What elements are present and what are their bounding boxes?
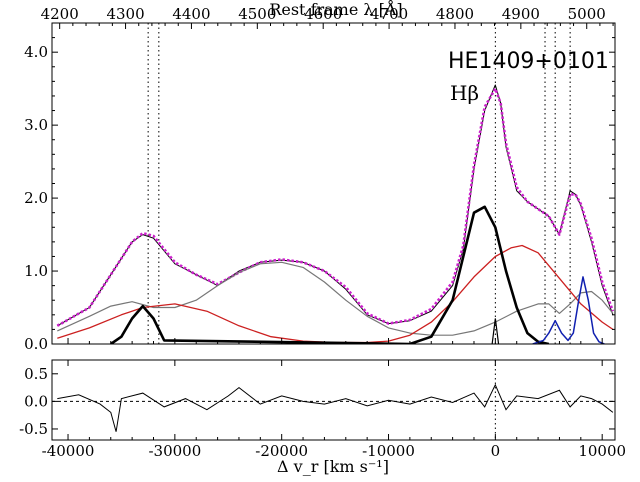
top-tick-label: 4900 (502, 5, 540, 23)
top-axis-title: Rest frame λ [Å] (269, 0, 402, 19)
top-tick-label: 4400 (172, 5, 210, 23)
top-tick-label: 4500 (238, 5, 276, 23)
x-tick-label: 10000 (578, 442, 626, 460)
y-tick-label: 1.0 (24, 262, 48, 280)
y-tick-label: 0.0 (24, 335, 48, 353)
main-panel: 0.0 1.0 2.0 3.0 4.0 4200 4300 4400 4500 4600 4700 4… (24, 5, 616, 353)
y-tick-label: 3.0 (24, 116, 48, 134)
top-tick-label: 4600 (304, 5, 342, 23)
x-tick-label: -20000 (255, 442, 308, 460)
top-tick-label: 5000 (568, 5, 606, 23)
y-tick-label: 0.5 (24, 365, 48, 383)
top-tick-label: 4800 (436, 5, 474, 23)
series-line (532, 276, 605, 344)
residual-frame (51, 359, 616, 441)
x-tick-label: 0 (491, 442, 501, 460)
line-name-label: Hβ (450, 81, 479, 105)
y-tick-label: 0.0 (24, 392, 48, 410)
top-tick-label: 4300 (106, 5, 144, 23)
residuals-panel: -0.5 0.0 0.5 -40000 -30000 -20000 -10000 0 10000 (19, 359, 626, 460)
series-line (57, 244, 614, 344)
x-tick-label: -10000 (362, 442, 415, 460)
y-tick-label: 4.0 (24, 43, 48, 61)
x-axis-title: Δ v_r [km s⁻¹] (277, 457, 389, 476)
y-tick-label: -0.5 (19, 420, 48, 438)
y-tick-label: 2.0 (24, 189, 48, 207)
series-line (57, 84, 614, 327)
series-line (57, 261, 614, 336)
narrow-hbeta-line (491, 318, 500, 345)
residual-line (57, 383, 614, 432)
x-tick-label: -40000 (42, 442, 95, 460)
top-tick-label: 4200 (41, 5, 79, 23)
x-tick-label: -30000 (148, 442, 201, 460)
top-tick-label: 4700 (370, 5, 408, 23)
series-line (110, 205, 550, 344)
series-line (56, 87, 615, 327)
object-name-label: HE1409+0101 (448, 49, 609, 74)
